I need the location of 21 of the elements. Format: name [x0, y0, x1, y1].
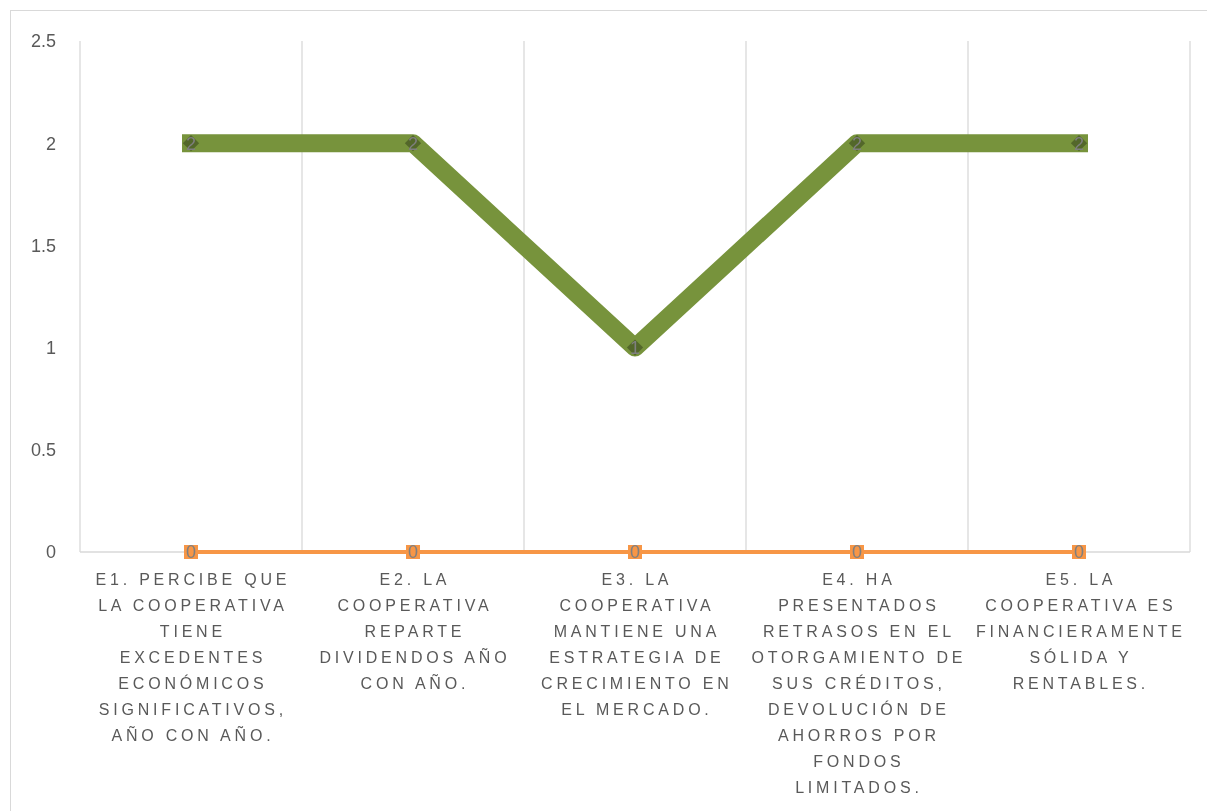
y-tick-label: 1	[45, 337, 56, 358]
y-tick-label: 1.5	[30, 235, 56, 256]
category-label: E4. HA PRESENTADOS RETRASOS EN EL OTORGAMIENTO DE SUS CRÉDITOS, DEVOLUCIÓN DE AHORROS POR FONDOS LIMITADOS.	[751, 571, 967, 796]
data-label: 0	[407, 542, 419, 563]
x-tick-label: E3. LA COOPERATIVA MANTIENE UNA ESTRATEGIA DE CRECIMIENTO EN EL MERCADO.	[541, 571, 733, 718]
data-label: 0	[851, 542, 863, 563]
x-tick-label: E2. LA COOPERATIVA REPARTE DIVIDENDOS AÑO CON AÑO.	[319, 571, 511, 692]
data-label: 2	[185, 133, 197, 154]
y-tick-label: 0	[45, 542, 56, 563]
data-label: 0	[185, 542, 197, 563]
x-tick-label: E5. LA COOPERATIVA ES FINANCIERAMENTE SÓLIDA Y RENTABLES.	[975, 571, 1186, 692]
data-label: 2	[1073, 133, 1085, 154]
data-label: 2	[407, 133, 419, 154]
y-tick-label: 0.5	[30, 440, 56, 461]
y-tick-label: 2.5	[30, 31, 56, 52]
data-label: 1	[629, 338, 641, 359]
data-label: 0	[629, 542, 641, 563]
data-label: 2	[851, 133, 863, 154]
data-label: 0	[1073, 542, 1085, 563]
x-tick-label: E1. PERCIBE QUE LA COOPERATIVA TIENE EXCEDENTES ECONÓMICOS SIGNIFICATIVOS, AÑO CON AÑO.	[95, 571, 291, 744]
y-tick-label: 2	[45, 133, 56, 154]
